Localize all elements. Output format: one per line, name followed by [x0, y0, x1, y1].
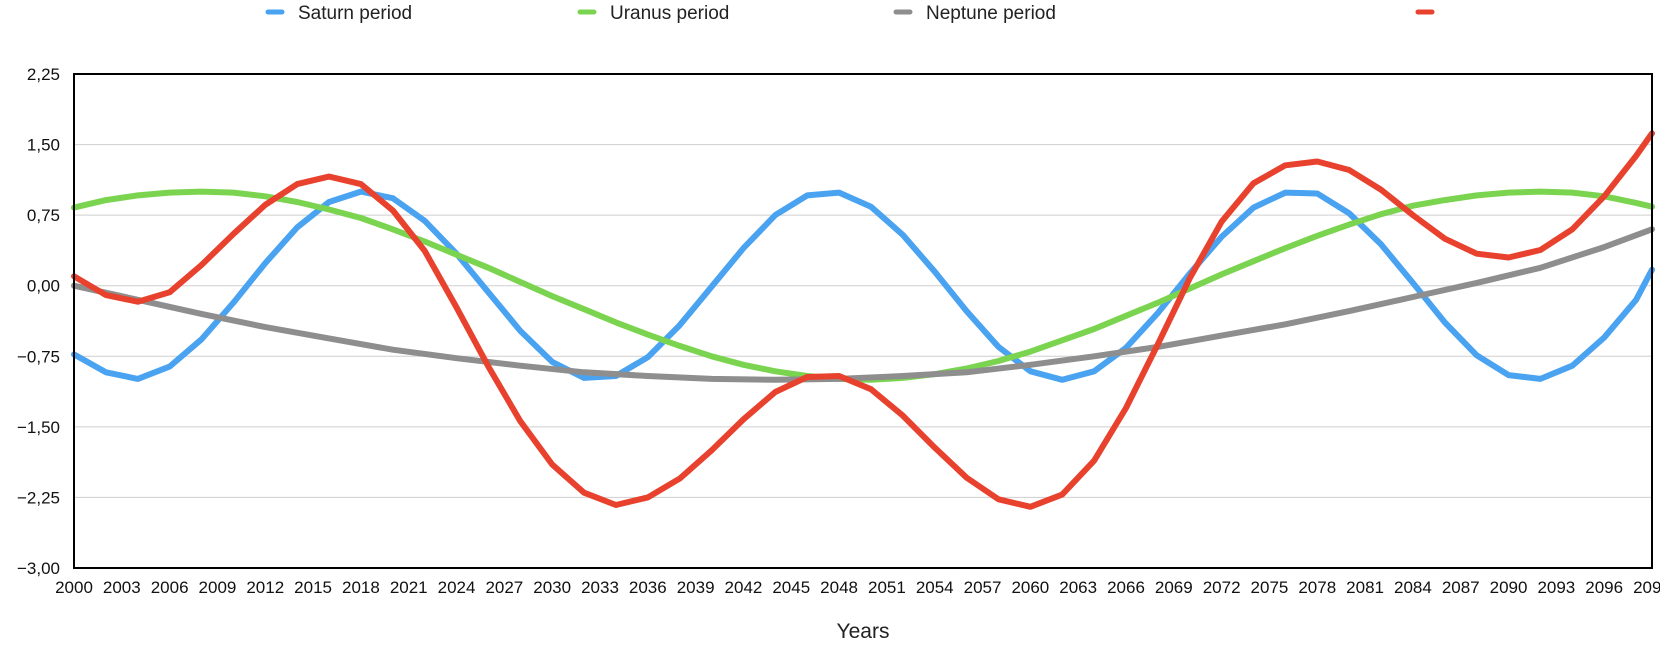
x-tick-label: 2081: [1346, 578, 1384, 597]
legend-item: Saturn period: [265, 3, 412, 24]
x-tick-label: 2093: [1537, 578, 1575, 597]
x-tick-label: 2063: [1059, 578, 1097, 597]
x-tick-label: 2057: [964, 578, 1002, 597]
x-tick-label: 2051: [868, 578, 906, 597]
x-tick-label: 2069: [1155, 578, 1193, 597]
legend: Saturn period Uranus period Neptune period: [265, 3, 1435, 24]
series-line-series-4: [71, 130, 1655, 510]
legend-item: Neptune period: [893, 3, 1056, 24]
x-tick-label: 2042: [725, 578, 763, 597]
x-tick-label: 2060: [1011, 578, 1049, 597]
x-tick-label: 2045: [772, 578, 810, 597]
x-tick-label: 2033: [581, 578, 619, 597]
x-tick-label: 2000: [55, 578, 93, 597]
x-tick-label: 2066: [1107, 578, 1145, 597]
series-lines: [71, 130, 1655, 510]
y-tick-label: −3,00: [17, 559, 60, 578]
plot-frame: [73, 73, 1653, 569]
y-tick-label: −1,50: [17, 418, 60, 437]
x-tick-label: 2030: [533, 578, 571, 597]
x-tick-label: 2015: [294, 578, 332, 597]
x-tick-label: 2009: [199, 578, 237, 597]
series-line-saturn-period: [71, 188, 1655, 383]
x-tick-label: 2075: [1251, 578, 1289, 597]
series-line-neptune-period: [71, 226, 1655, 383]
legend-item: Uranus period: [577, 3, 729, 24]
x-tick-label: 2003: [103, 578, 141, 597]
x-tick-label: 2078: [1298, 578, 1336, 597]
x-tick-label: 2018: [342, 578, 380, 597]
x-tick-label: 2096: [1585, 578, 1623, 597]
x-tick-label: 2054: [916, 578, 954, 597]
y-tick-label: 0,75: [27, 206, 60, 225]
x-tick-label: 2048: [820, 578, 858, 597]
y-tick-label: −0,75: [17, 347, 60, 366]
y-tick-label: 0,00: [27, 277, 60, 296]
x-tick-label: 2087: [1442, 578, 1480, 597]
x-tick-label: 2084: [1394, 578, 1432, 597]
y-axis-ticks: 2,25 1,50 0,75 0,00 −0,75 −1,50 −2,25 −3,00: [17, 65, 60, 578]
x-tick-label: 2099: [1633, 578, 1660, 597]
x-tick-label: 2039: [677, 578, 715, 597]
x-tick-label: 2021: [390, 578, 428, 597]
x-tick-label: 2036: [629, 578, 667, 597]
x-tick-label: 2072: [1203, 578, 1241, 597]
x-axis-title: Years: [837, 620, 890, 643]
legend-label: Uranus period: [610, 3, 729, 24]
x-tick-label: 2006: [151, 578, 189, 597]
legend-label: Saturn period: [298, 3, 412, 24]
y-tick-label: −2,25: [17, 488, 60, 507]
legend-label: Neptune period: [926, 3, 1056, 24]
x-tick-label: 2012: [246, 578, 284, 597]
gridlines: [74, 73, 1652, 569]
x-axis-ticks: 2000 2003 2006 2009 2012 2015 2018 2021 2024 2027…: [55, 578, 1660, 597]
x-tick-label: 2024: [438, 578, 476, 597]
x-tick-label: 2027: [485, 578, 523, 597]
y-tick-label: 2,25: [27, 65, 60, 84]
x-tick-label: 2090: [1490, 578, 1528, 597]
y-tick-label: 1,50: [27, 136, 60, 155]
